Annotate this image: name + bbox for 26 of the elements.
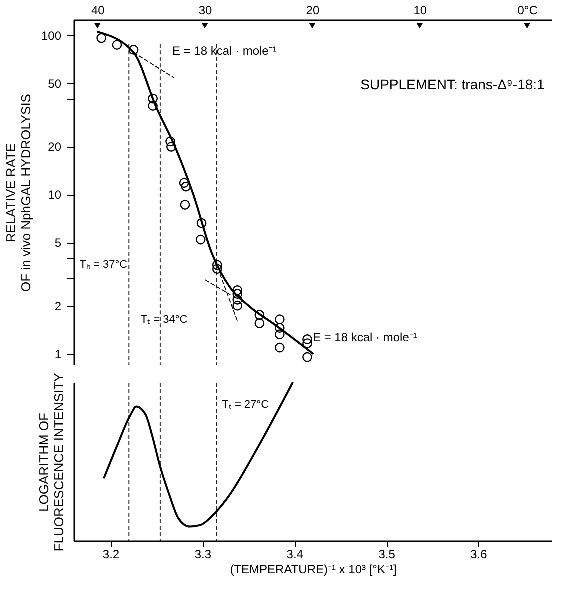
x2-tick-label: 0°C: [518, 4, 538, 18]
annotation: Tₜ = 27°C: [222, 399, 270, 412]
annotation: Tₜ = 34°C: [140, 314, 188, 326]
annotation: E = 18 kcal · mole⁻¹: [313, 330, 418, 344]
y-axis-title: RELATIVE RATE OF in vivo NphGAL HYDROLYSIS: [3, 94, 34, 292]
y-tick-label: 1: [54, 347, 62, 362]
y-tick-label: 5: [54, 236, 62, 250]
x-axis-title: (TEMPERATURE)⁻¹ x 10³ [°K⁻¹]: [230, 562, 397, 576]
x2-tick-label: 20: [306, 4, 320, 18]
y-tick-label: 50: [48, 76, 62, 91]
annotation: E = 18 kcal · mole⁻¹: [172, 44, 277, 58]
y-tick-label: 10: [48, 188, 62, 202]
x2-tick-label: 10: [414, 4, 428, 18]
y-tick-label: 2: [54, 299, 62, 314]
x-tick-label: 3.5: [378, 548, 396, 562]
x-tick-label: 3.2: [102, 548, 120, 562]
y-axis-title: LOGARITHM OF FLUORESCENCE INTENSITY: [36, 372, 66, 552]
y-tick-label: 100: [41, 28, 62, 43]
x2-tick-label: 40: [91, 4, 106, 18]
x-tick-label: 3.3: [194, 548, 212, 562]
annotation: Tₕ = 37°C: [80, 258, 128, 271]
y-tick-label: 20: [48, 140, 62, 154]
x-tick-label: 3.6: [470, 548, 488, 562]
x-tick-label: 3.4: [286, 548, 304, 562]
x2-tick-label: 30: [198, 4, 213, 18]
annotation: SUPPLEMENT: trans-Δ⁹-18:1: [360, 76, 546, 93]
